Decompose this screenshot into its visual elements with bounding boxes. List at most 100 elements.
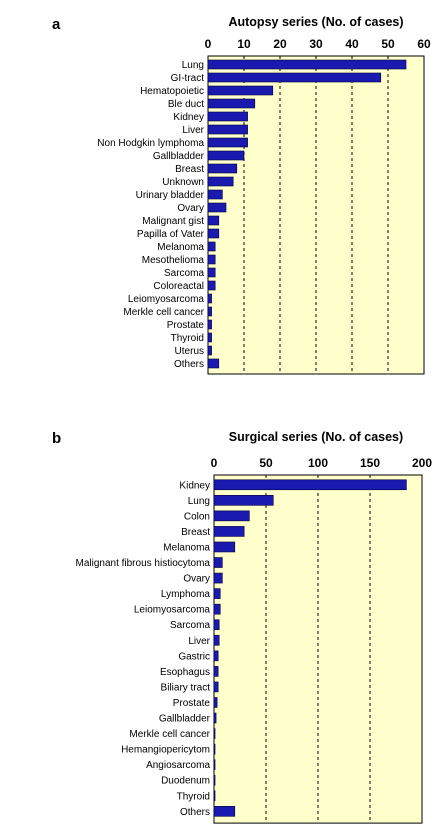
surgical-bar	[213, 806, 236, 817]
autopsy-x-tick-label: 50	[381, 37, 395, 51]
surgical-x-tick-label: 200	[412, 456, 432, 470]
autopsy-category-label: Prostate	[167, 320, 205, 331]
surgical-bar	[213, 479, 407, 491]
surgical-x-tick-label: 150	[360, 456, 380, 470]
autopsy-x-tick-label: 40	[345, 37, 359, 51]
surgical-bar	[213, 712, 217, 724]
autopsy-category-label: Leiomyosarcoma	[128, 294, 205, 305]
autopsy-bar	[207, 254, 216, 265]
autopsy-category-label: Breast	[175, 164, 204, 175]
autopsy-category-label: Sarcoma	[164, 268, 204, 279]
surgical-category-label: Melanoma	[163, 542, 210, 553]
surgical-x-tick-label: 50	[259, 456, 273, 470]
surgical-bar	[213, 603, 221, 615]
autopsy-bar	[207, 163, 238, 174]
autopsy-x-tick-label: 0	[205, 37, 212, 51]
surgical-category-label: Ovary	[183, 574, 210, 585]
surgical-bar	[213, 510, 250, 522]
autopsy-category-label: Thyroid	[171, 333, 204, 344]
surgical-category-label: Lung	[188, 496, 210, 507]
autopsy-category-label: Hematopoietic	[140, 86, 204, 97]
autopsy-bar	[207, 72, 382, 83]
autopsy-bar	[207, 124, 248, 135]
autopsy-bar	[207, 202, 227, 213]
autopsy-category-label: Non Hodgkin lymphoma	[97, 138, 204, 149]
surgical-category-label: Kidney	[179, 480, 210, 491]
panel-label-a: a	[52, 16, 61, 33]
surgical-category-label: Liver	[188, 636, 210, 647]
surgical-bar	[213, 650, 219, 662]
surgical-category-label: Esophagus	[160, 667, 210, 678]
surgical-category-label: Breast	[181, 527, 210, 538]
surgical-bar	[213, 572, 223, 584]
autopsy-bar	[207, 293, 212, 304]
autopsy-bar	[207, 228, 220, 239]
autopsy-category-label: Lung	[182, 60, 204, 71]
autopsy-bar	[207, 176, 234, 187]
surgical-chart-title: Surgical series (No. of cases)	[229, 430, 403, 444]
autopsy-category-label: Mesothelioma	[142, 255, 205, 266]
autopsy-bar	[207, 85, 274, 96]
surgical-category-label: Malignant fibrous histiocytoma	[75, 558, 210, 569]
autopsy-bar	[207, 241, 216, 252]
autopsy-category-label: Melanoma	[157, 242, 204, 253]
surgical-bar	[213, 495, 274, 506]
surgical-category-label: Biliary tract	[161, 682, 211, 693]
autopsy-bar	[207, 267, 216, 278]
surgical-bar	[213, 728, 216, 739]
surgical-chart: b Surgical series (No. of cases) 0 50 100 1…	[52, 430, 432, 824]
autopsy-x-tick-label: 30	[309, 37, 323, 51]
autopsy-category-label: Liver	[182, 125, 204, 136]
surgical-bar	[213, 634, 220, 646]
surgical-x-tick-label: 0	[211, 456, 218, 470]
autopsy-chart-title: Autopsy series (No. of cases)	[228, 15, 403, 29]
autopsy-bar	[207, 319, 212, 330]
surgical-bar	[213, 759, 216, 770]
surgical-bar	[213, 774, 216, 786]
autopsy-category-label: Unknown	[162, 177, 204, 188]
autopsy-bar	[207, 332, 212, 343]
autopsy-bar	[207, 189, 223, 200]
autopsy-bar	[207, 137, 248, 148]
autopsy-category-label: Others	[174, 359, 204, 370]
surgical-bar	[213, 588, 221, 599]
autopsy-bar	[207, 98, 256, 109]
autopsy-category-label: GI-tract	[171, 73, 205, 84]
surgical-bar	[213, 790, 216, 802]
surgical-category-label: Others	[180, 807, 210, 818]
surgical-category-label: Lymphoma	[161, 589, 211, 600]
autopsy-category-label: Merkle cell cancer	[123, 307, 204, 318]
surgical-bar	[213, 541, 236, 553]
autopsy-category-label: Kidney	[173, 112, 204, 123]
surgical-category-label: Duodenum	[161, 776, 210, 787]
surgical-category-label: Merkle cell cancer	[129, 729, 210, 740]
surgical-x-tick-label: 100	[308, 456, 328, 470]
surgical-bar	[213, 743, 216, 755]
surgical-category-label: Leiomyosarcoma	[134, 605, 211, 616]
panel-label-b: b	[52, 430, 61, 447]
autopsy-bar	[207, 59, 407, 70]
autopsy-category-label: Urinary bladder	[136, 190, 205, 201]
surgical-category-label: Sarcoma	[170, 620, 210, 631]
surgical-category-label: Gallbladder	[159, 714, 211, 725]
autopsy-category-label: Papilla of Vater	[137, 229, 205, 240]
autopsy-category-label: Uterus	[175, 346, 204, 357]
autopsy-category-label: Ovary	[177, 203, 204, 214]
autopsy-x-tick-label: 10	[237, 37, 251, 51]
surgical-category-label: Gastric	[178, 651, 210, 662]
autopsy-category-label: Malignant gist	[142, 216, 204, 227]
surgical-bar	[213, 557, 223, 568]
surgical-category-label: Colon	[184, 511, 210, 522]
autopsy-bar	[207, 358, 220, 369]
surgical-bar	[213, 697, 218, 708]
autopsy-category-label: Ble duct	[168, 99, 204, 110]
surgical-bar	[213, 681, 219, 693]
autopsy-x-tick-label: 20	[273, 37, 287, 51]
autopsy-bar	[207, 345, 212, 356]
surgical-bar	[213, 666, 219, 677]
autopsy-bar	[207, 111, 248, 122]
autopsy-bar	[207, 215, 220, 226]
autopsy-category-label: Coloreactal	[153, 281, 204, 292]
autopsy-bar	[207, 150, 245, 161]
